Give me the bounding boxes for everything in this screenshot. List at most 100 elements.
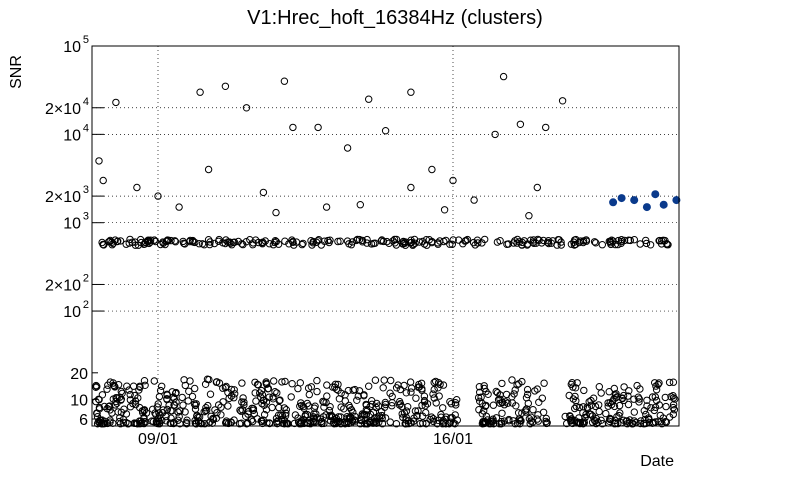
dense-point xyxy=(639,419,648,428)
dense-point xyxy=(585,398,593,406)
dense-point xyxy=(156,386,165,395)
dense-point xyxy=(395,401,404,409)
dense-point xyxy=(479,418,487,426)
y-tick-exponent-9: 5 xyxy=(83,34,89,46)
dense-point xyxy=(439,417,448,425)
dense-point xyxy=(181,381,190,390)
dense-point xyxy=(345,401,353,410)
dense-point xyxy=(505,415,513,424)
dense-point xyxy=(239,394,247,402)
dense-point xyxy=(533,385,541,393)
dense-point xyxy=(610,384,618,393)
point-s0-22 xyxy=(365,95,373,103)
band-point xyxy=(200,241,209,249)
dense-point xyxy=(231,390,239,398)
point-s0-8 xyxy=(99,176,107,185)
dense-point xyxy=(511,386,519,394)
y-tick-label-9: 10 xyxy=(63,39,81,56)
band-point xyxy=(518,241,526,249)
dense-point xyxy=(100,402,109,411)
dense-point xyxy=(437,413,445,421)
band-point xyxy=(463,235,472,244)
dense-point xyxy=(169,419,178,428)
dense-point xyxy=(451,420,459,428)
dense-point xyxy=(515,415,523,423)
dense-point xyxy=(597,416,605,424)
dense-point xyxy=(271,388,279,396)
dense-point xyxy=(322,411,330,419)
dense-point xyxy=(260,401,268,409)
band-point xyxy=(289,237,297,246)
band-point xyxy=(529,238,537,246)
dense-point xyxy=(341,391,349,399)
dense-point xyxy=(155,409,163,417)
band-point xyxy=(131,241,140,249)
dense-point xyxy=(152,417,161,426)
dense-point xyxy=(240,401,248,409)
dense-point xyxy=(386,418,394,426)
point-s0-25 xyxy=(428,165,436,174)
dense-point xyxy=(642,410,650,419)
dense-point xyxy=(388,399,396,407)
band-point xyxy=(363,235,371,244)
band-point xyxy=(163,237,171,245)
band-point xyxy=(379,237,388,246)
dense-point xyxy=(126,390,134,399)
band-point xyxy=(326,236,334,244)
dense-point xyxy=(332,385,341,393)
dense-point xyxy=(191,384,199,393)
dense-point xyxy=(643,396,651,404)
dense-point xyxy=(567,415,576,423)
dense-point xyxy=(429,390,437,398)
dense-point xyxy=(275,403,283,412)
dense-point xyxy=(117,387,126,396)
band-point xyxy=(434,240,442,248)
dense-point xyxy=(168,388,177,396)
dense-point xyxy=(572,402,581,411)
band-point xyxy=(411,239,419,248)
dense-point xyxy=(665,378,674,387)
dense-point xyxy=(273,389,281,397)
dense-point xyxy=(652,396,661,405)
band-point xyxy=(455,236,463,244)
dense-point xyxy=(381,400,390,409)
dense-point xyxy=(378,414,386,423)
band-point xyxy=(469,238,478,247)
band-point xyxy=(549,237,557,245)
dense-point xyxy=(387,376,395,385)
band-point xyxy=(446,240,454,248)
dense-point xyxy=(313,376,321,385)
band-point xyxy=(259,238,267,246)
dense-point xyxy=(592,414,600,423)
dense-point xyxy=(362,400,370,409)
dense-point xyxy=(176,407,184,415)
band-point xyxy=(141,238,150,247)
band-point xyxy=(281,237,289,245)
dense-point xyxy=(202,404,210,412)
dense-point xyxy=(566,412,574,421)
dense-point xyxy=(312,410,320,418)
band-point xyxy=(348,238,357,246)
y-tick-exponent-4: 2 xyxy=(83,272,89,284)
dense-point xyxy=(498,409,506,417)
band-point xyxy=(238,240,246,248)
point-s0-35 xyxy=(272,208,280,217)
point-s0-17 xyxy=(259,188,268,197)
dense-point xyxy=(565,391,573,400)
band-point xyxy=(406,239,415,247)
dense-point xyxy=(535,398,543,406)
dense-point xyxy=(624,400,633,409)
dense-point xyxy=(610,420,619,428)
dense-point xyxy=(158,382,166,390)
dense-point xyxy=(453,396,461,404)
y-axis-label: SNR xyxy=(8,55,25,89)
dense-point xyxy=(615,401,624,410)
dense-point xyxy=(300,404,308,412)
dense-point xyxy=(571,384,580,392)
dense-point xyxy=(269,395,277,403)
dense-point xyxy=(643,402,651,410)
dense-point xyxy=(213,378,221,386)
dense-point xyxy=(212,414,221,422)
dense-point xyxy=(573,379,581,387)
